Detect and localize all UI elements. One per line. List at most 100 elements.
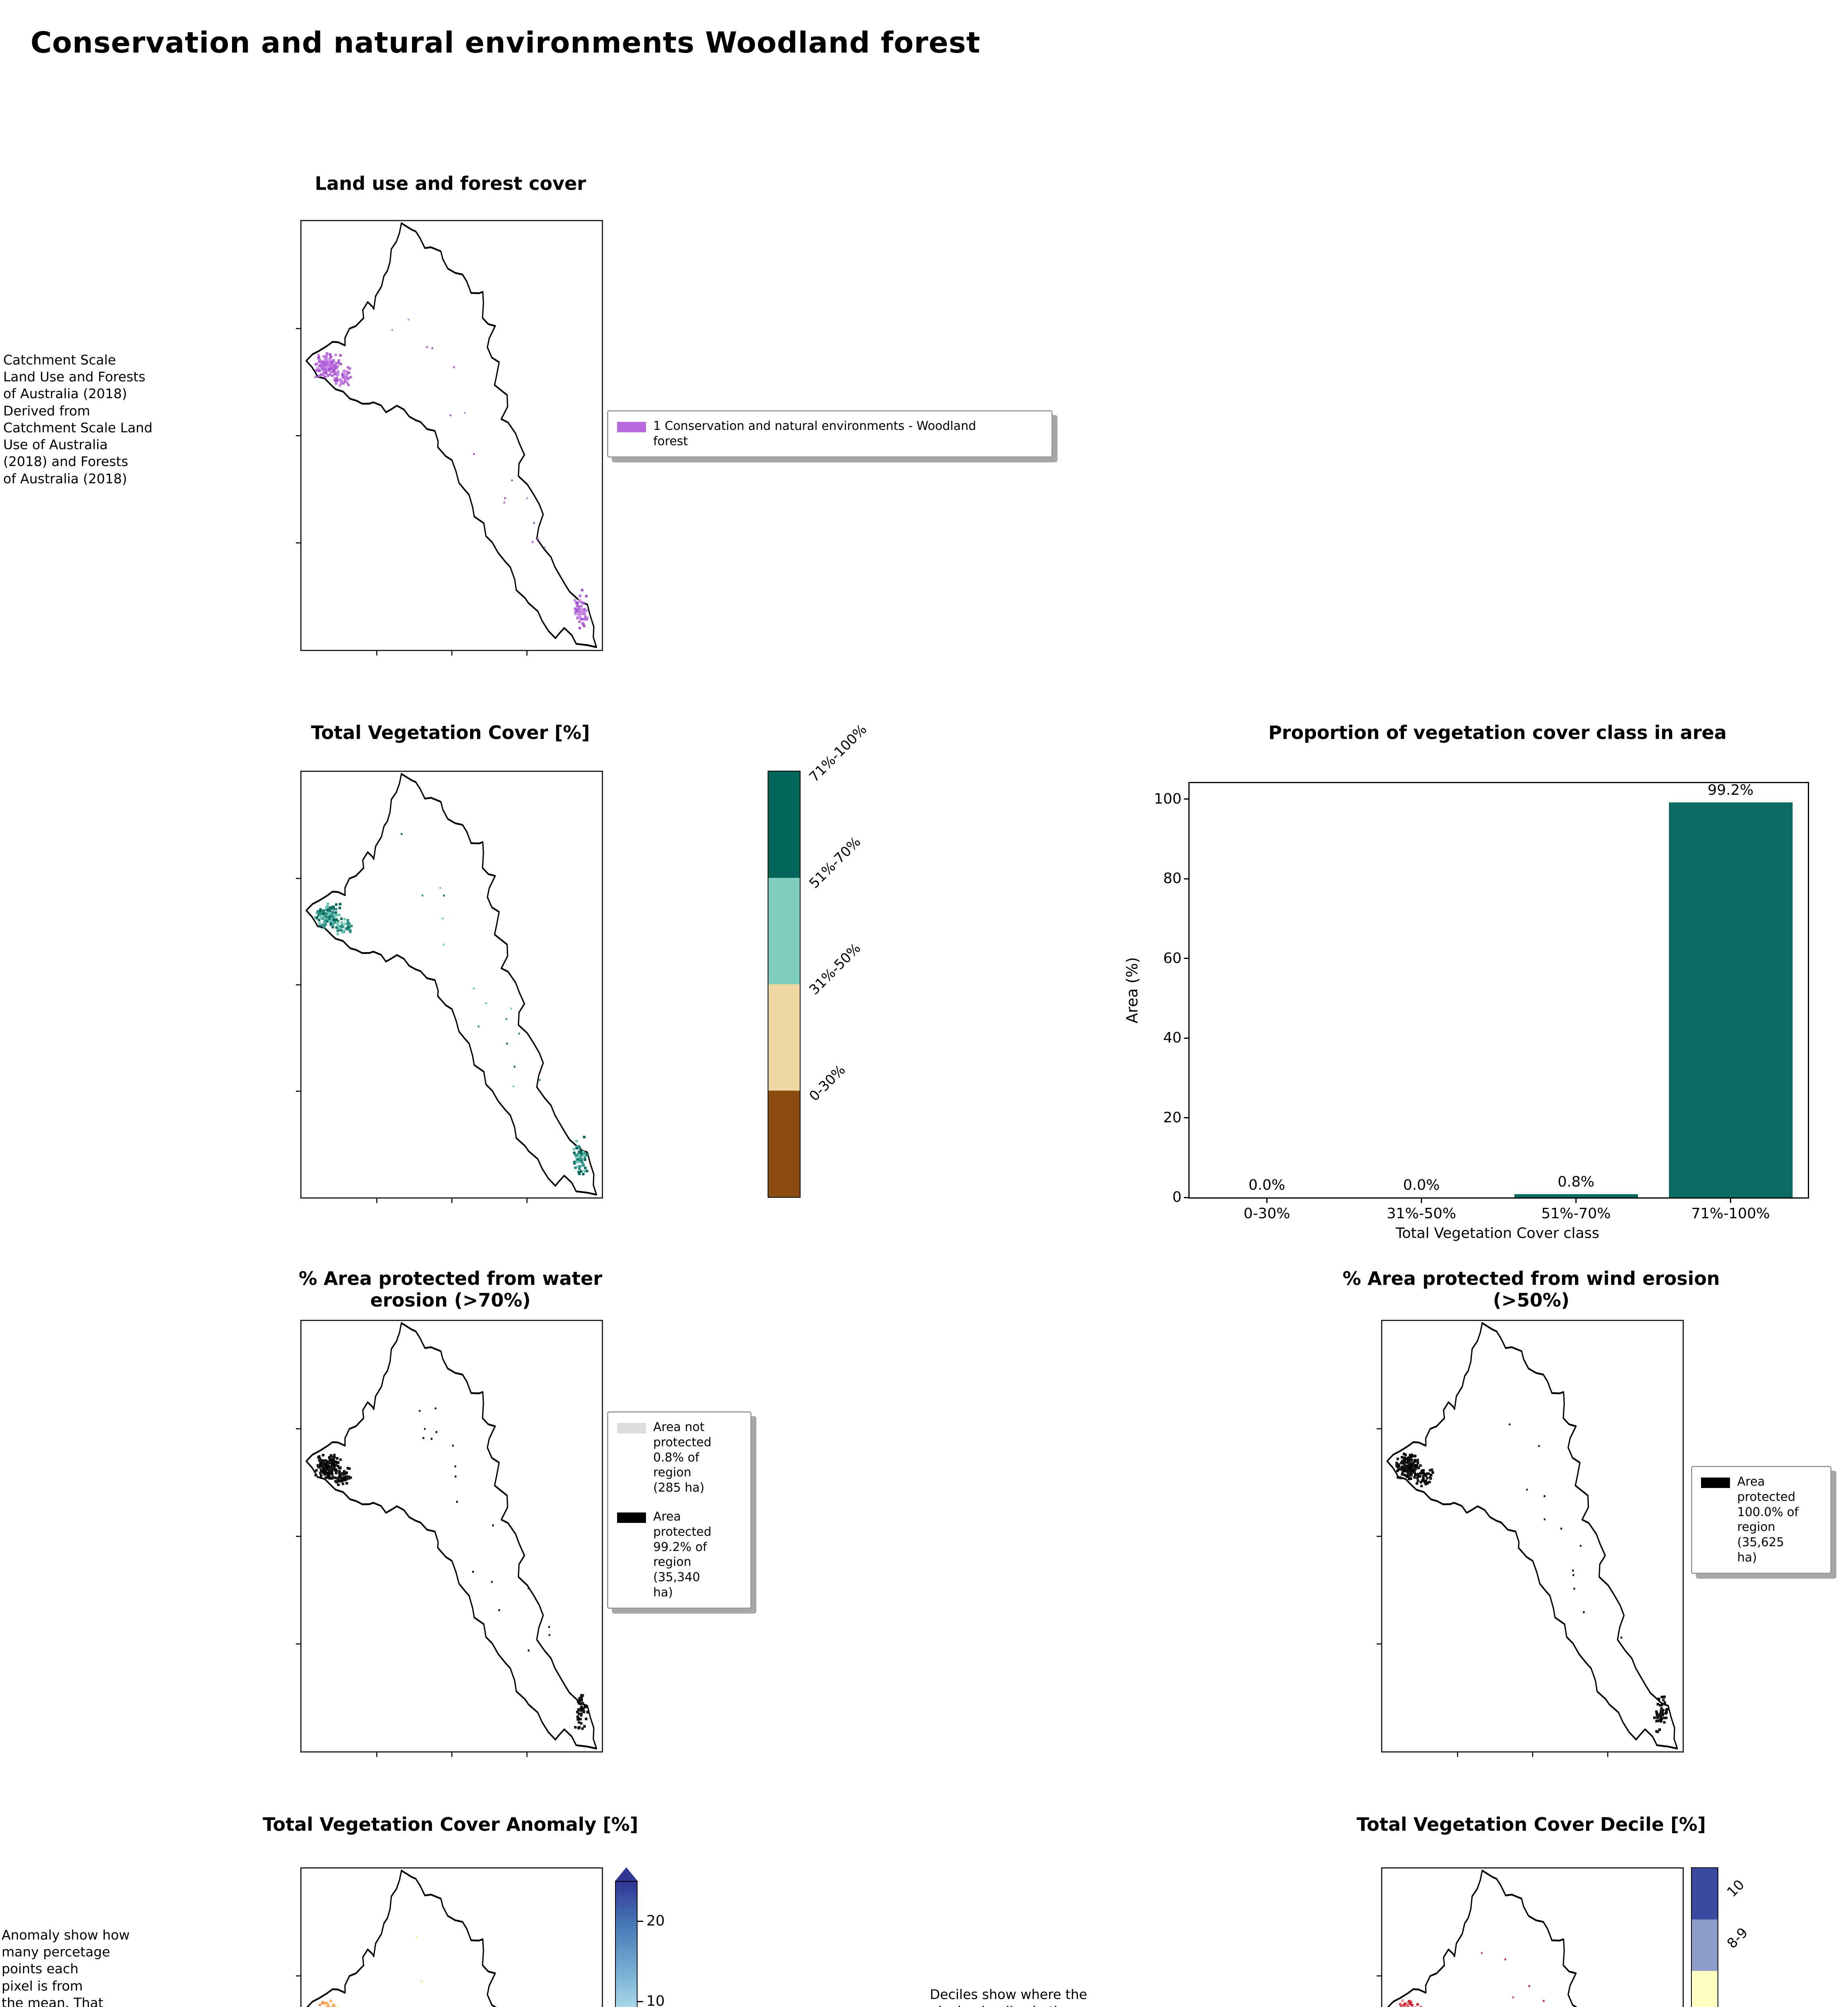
x-tick	[1730, 1197, 1731, 1203]
colorbar-class-label: 51%-70%	[806, 834, 864, 892]
water-protected-swatch	[617, 1512, 646, 1523]
landuse-legend-label: 1 Conservation and natural environments …	[653, 419, 976, 448]
wind-panel-title: % Area protected from wind erosion (>50%…	[1343, 1268, 1720, 1311]
map-axis-tick	[296, 1091, 300, 1092]
map-axis-tick	[376, 1199, 377, 1203]
map-pixels	[314, 1407, 589, 1730]
map-axis-tick	[1377, 1975, 1381, 1976]
proportion-x-axis-label: Total Vegetation Cover class	[1396, 1225, 1599, 1242]
anomaly-map	[296, 1867, 603, 2007]
colorbar-class-label: 71%-100%	[806, 721, 870, 786]
colorbar-segment	[1692, 1868, 1718, 1920]
anomaly-colorbar: 20100−10−20	[615, 1867, 665, 2007]
landuse-side-note: Catchment Scale Land Use and Forests of …	[3, 352, 153, 486]
x-tick-label: 51%-70%	[1541, 1205, 1611, 1222]
legend-entry: Area protected 100.0% of region (35,625 …	[1701, 1474, 1822, 1565]
x-tick	[1575, 1197, 1577, 1203]
water-legend: Area not protected 0.8% of region (285 h…	[607, 1411, 752, 1609]
map-axis-tick	[296, 435, 300, 436]
decile-map	[1377, 1867, 1684, 2007]
map-pixels	[318, 1936, 422, 2007]
y-tick-label: 100	[1154, 790, 1182, 807]
anomaly-side-note: Anomaly show how many percetage points e…	[2, 1927, 130, 2007]
colorbar-tick	[638, 2001, 643, 2002]
y-tick	[1184, 1197, 1190, 1198]
colorbar-gradient	[615, 1881, 638, 2007]
bar-value-label: 0.0%	[1248, 1177, 1286, 1193]
map-axis-tick	[296, 1536, 300, 1537]
map-axis-tick	[376, 1753, 377, 1757]
map-axis-tick	[296, 542, 300, 543]
map-axis-tick	[1532, 1753, 1533, 1757]
vegcover-panel-title: Total Vegetation Cover [%]	[311, 722, 590, 743]
landuse-legend: 1 Conservation and natural environments …	[607, 410, 1053, 458]
bar-value-label: 99.2%	[1707, 782, 1754, 798]
catchment-outline	[306, 222, 597, 648]
x-tick	[1421, 1197, 1422, 1203]
y-tick	[1184, 878, 1190, 879]
colorbar-segment	[768, 1091, 800, 1197]
map-pixels	[1399, 1952, 1545, 2007]
landuse-panel-title: Land use and forest cover	[315, 173, 586, 194]
proportion-chart-title: Proportion of vegetation cover class in …	[1268, 722, 1727, 743]
map-pixels	[1395, 1423, 1669, 1733]
x-tick-label: 31%-50%	[1386, 1205, 1457, 1222]
y-tick	[1184, 798, 1190, 800]
colorbar-segment	[768, 878, 800, 984]
y-tick	[1184, 1037, 1190, 1039]
legend-entry: 1 Conservation and natural environments …	[617, 419, 1043, 449]
wind-protected-label: Area protected 100.0% of region (35,625 …	[1737, 1475, 1799, 1565]
map-axis-tick	[296, 328, 300, 329]
colorbar-class-label: 0-30%	[806, 1062, 849, 1105]
y-tick-label: 60	[1163, 950, 1182, 967]
water-protected-label: Area protected 99.2% of region (35,340 h…	[653, 1509, 712, 1600]
wind-erosion-map	[1377, 1320, 1684, 1757]
landuse-map	[296, 220, 603, 655]
x-tick	[1266, 1197, 1267, 1203]
colorbar-segment	[768, 771, 800, 878]
colorbar-extend-top	[615, 1867, 638, 1881]
colorbar-segment	[1692, 1971, 1718, 2007]
wind-legend: Area protected 100.0% of region (35,625 …	[1691, 1466, 1832, 1574]
landuse-legend-swatch	[617, 422, 646, 432]
anomaly-panel-title: Total Vegetation Cover Anomaly [%]	[263, 1814, 638, 1835]
water-not-protected-swatch	[617, 1423, 646, 1433]
map-axis-tick	[1457, 1753, 1458, 1757]
map-axis-tick	[1377, 1643, 1381, 1645]
map-axis-tick	[451, 1753, 452, 1757]
colorbar-segment	[768, 984, 800, 1091]
catchment-outline	[1386, 1322, 1678, 1750]
decile-colorbar: 108-94-72-31	[1691, 1867, 1751, 2007]
map-axis-tick	[451, 651, 452, 655]
catchment-outline	[306, 773, 597, 1196]
water-not-protected-label: Area not protected 0.8% of region (285 h…	[653, 1420, 712, 1495]
vegcover-colorbar: 71%-100% 51%-70% 31%-50% 0-30%	[768, 721, 870, 1198]
vegcover-map	[296, 771, 603, 1203]
y-tick-label: 0	[1172, 1189, 1182, 1205]
proportion-bar-chart: 0 20 40 60 80 100 0.0% 0-30% 0.0% 31%-50% 0.8% 51%-…	[1154, 782, 1809, 1222]
catchment-outline	[306, 1869, 497, 2007]
map-axis-tick	[526, 1199, 528, 1203]
decile-side-note: Deciles show where the pixel value lies …	[930, 1987, 1087, 2007]
map-axis-tick	[296, 1428, 300, 1429]
bar-value-label: 0.0%	[1403, 1177, 1440, 1193]
bar-value-label: 0.8%	[1557, 1174, 1595, 1191]
y-tick	[1184, 1117, 1190, 1119]
bar	[1669, 802, 1793, 1197]
colorbar-tick-label: 20	[646, 1913, 665, 1929]
colorbar-class-label: 10	[1724, 1877, 1748, 1901]
map-axis-tick	[451, 1199, 452, 1203]
map-pixels	[314, 318, 589, 629]
map-axis-tick	[526, 651, 528, 655]
colorbar-class-label: 31%-50%	[806, 940, 864, 998]
catchment-outline	[306, 1322, 597, 1750]
y-tick-label: 20	[1163, 1109, 1182, 1126]
map-axis-tick	[296, 984, 300, 985]
map-axis-tick	[1377, 1536, 1381, 1537]
bar	[1514, 1194, 1638, 1197]
water-erosion-map	[296, 1320, 603, 1757]
map-axis-tick	[296, 878, 300, 879]
colorbar-segment	[1692, 1919, 1718, 1971]
legend-entry: Area protected 99.2% of region (35,340 h…	[617, 1509, 742, 1600]
x-tick-label: 71%-100%	[1691, 1205, 1770, 1222]
